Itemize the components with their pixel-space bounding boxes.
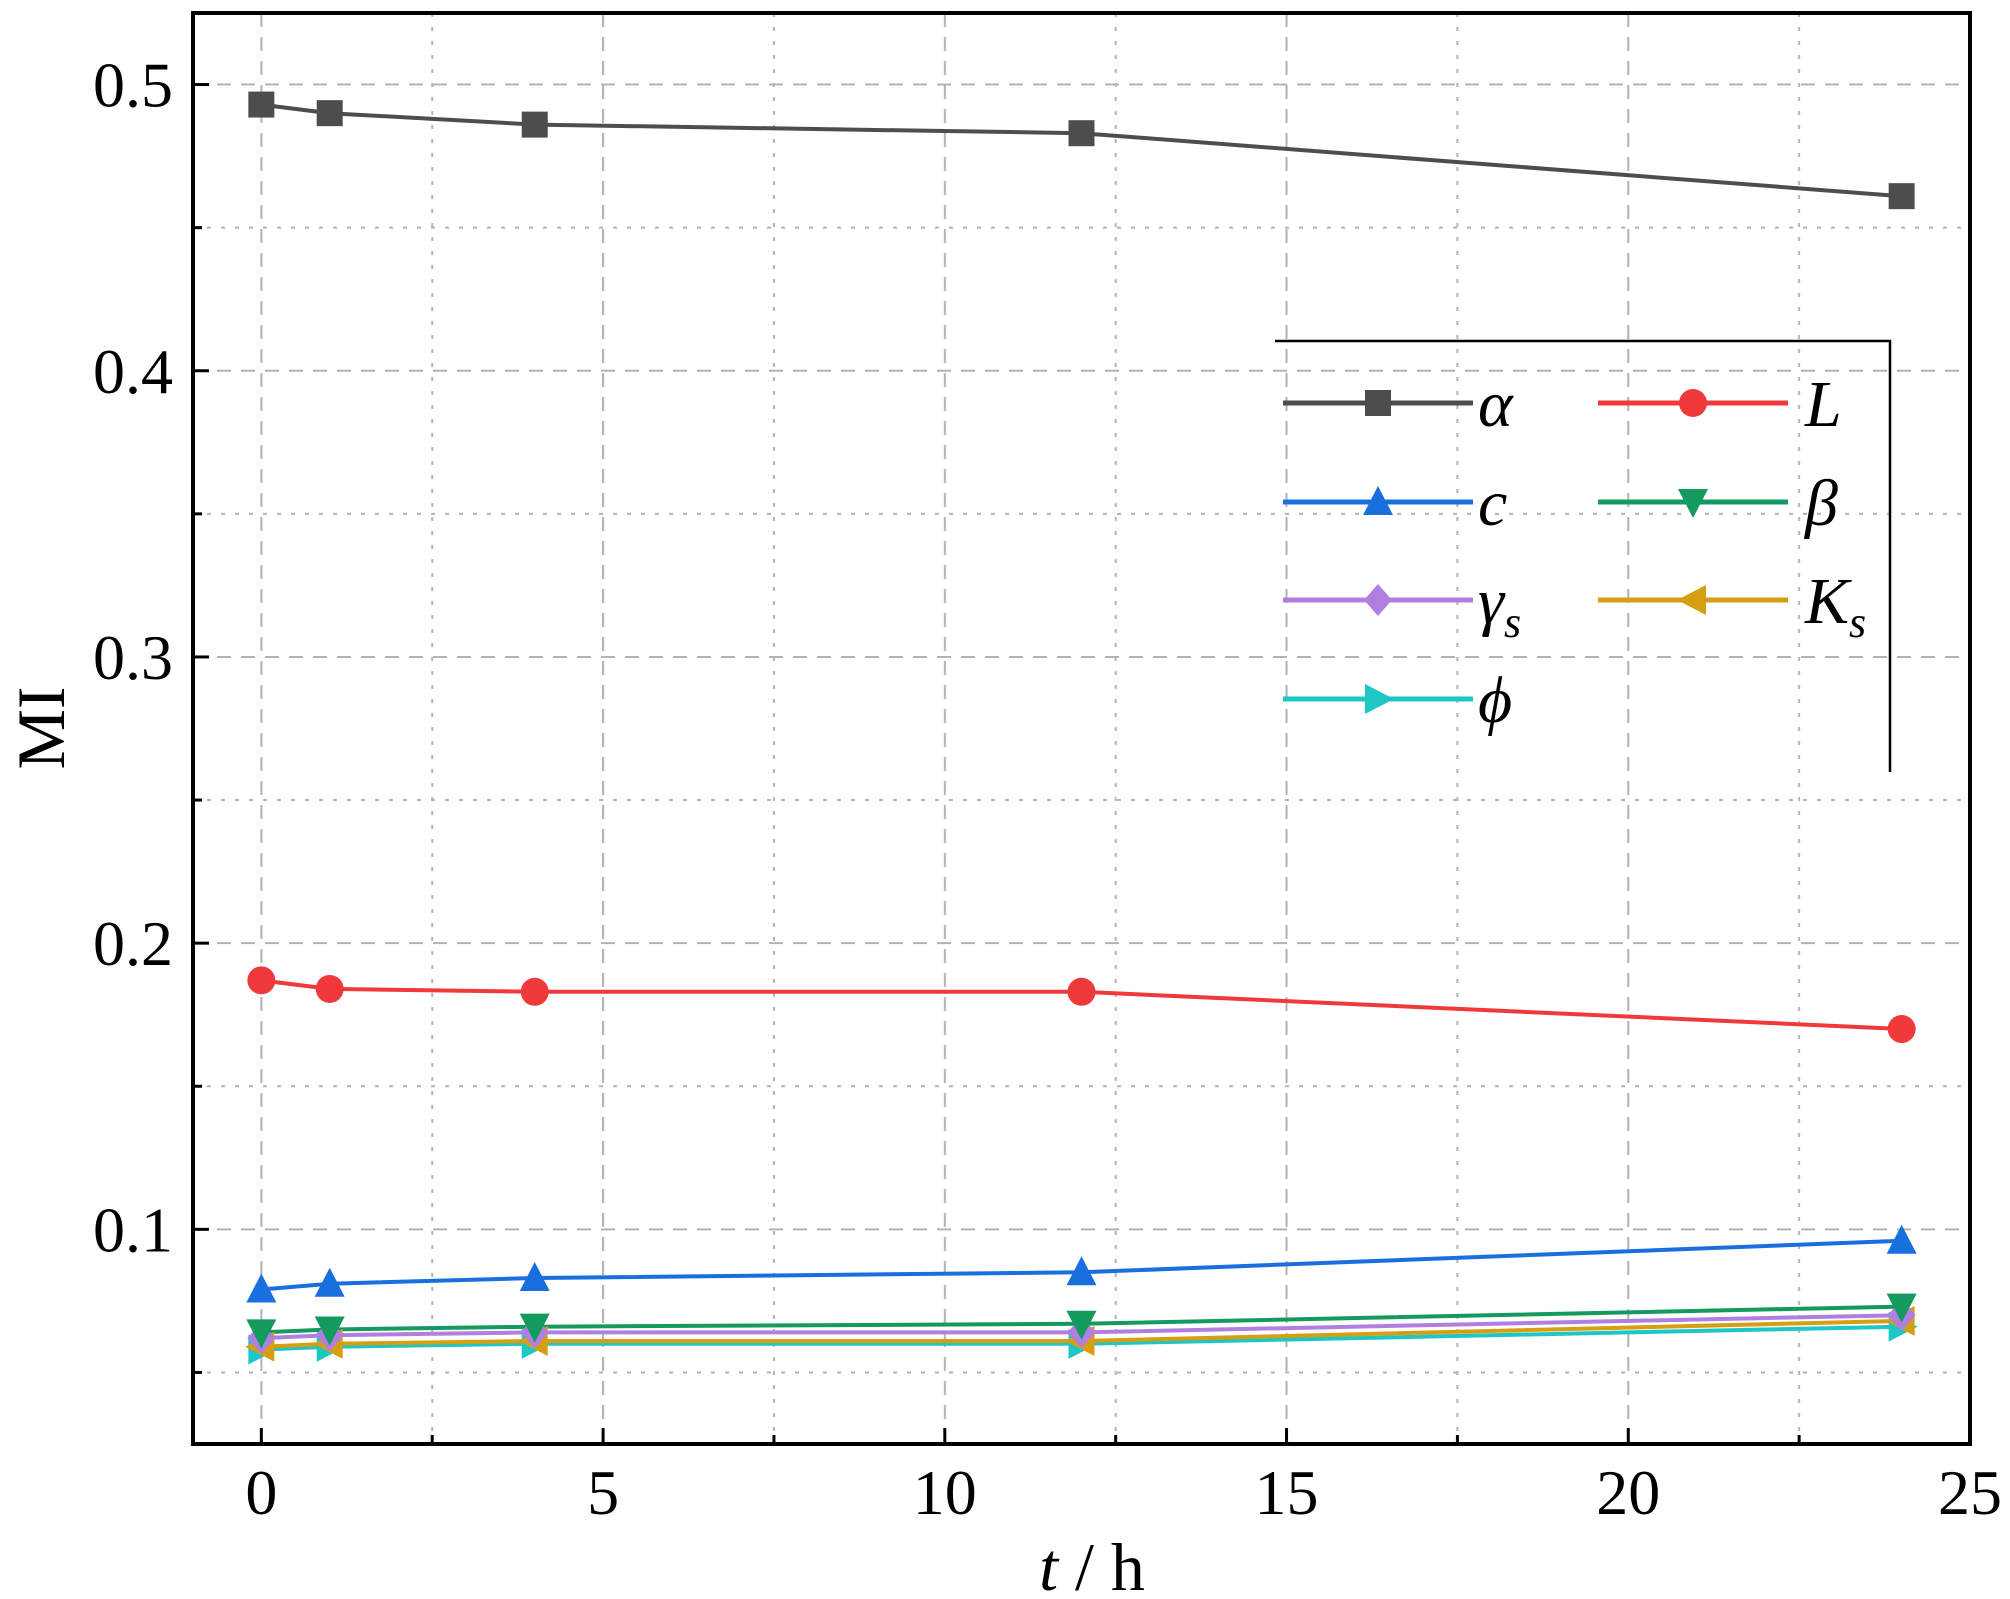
data-point-1 xyxy=(1069,120,1095,146)
series-line-1 xyxy=(261,105,1901,197)
series-lines xyxy=(261,105,1901,1350)
series-markers xyxy=(245,92,1917,1365)
x-tick-label: 20 xyxy=(1596,1457,1660,1528)
y-axis-title: MI xyxy=(3,686,79,769)
x-axis-title-rest: / h xyxy=(1058,1529,1145,1599)
legend-label: β xyxy=(1803,467,1838,540)
legend-marker xyxy=(1364,584,1392,616)
x-axis-title-italic: t xyxy=(1039,1529,1060,1599)
x-tick-label: 15 xyxy=(1255,1457,1319,1528)
legend-marker xyxy=(1677,585,1706,615)
legend: α Lc β γs Ks ϕ xyxy=(1275,341,1890,772)
data-point-1 xyxy=(317,100,343,126)
x-axis-title: t / h xyxy=(1039,1529,1145,1599)
legend-label: α xyxy=(1478,368,1514,441)
x-tick-label: 0 xyxy=(245,1457,277,1528)
y-tick-label: 0.4 xyxy=(93,336,173,407)
data-point-2 xyxy=(316,975,344,1003)
legend-label: γs xyxy=(1478,565,1521,647)
x-tick-label: 25 xyxy=(1938,1457,2002,1528)
y-tick-label: 0.5 xyxy=(93,50,173,121)
data-point-2 xyxy=(1888,1015,1916,1043)
data-point-1 xyxy=(1889,183,1915,209)
grid-lines xyxy=(193,13,1970,1444)
x-tick-label: 5 xyxy=(587,1457,619,1528)
legend-label: Ks xyxy=(1804,565,1866,647)
y-tick-label: 0.3 xyxy=(93,622,173,693)
legend-marker xyxy=(1365,390,1391,416)
legend-label: ϕ xyxy=(1478,664,1512,737)
x-tick-label: 10 xyxy=(913,1457,977,1528)
data-point-1 xyxy=(522,112,548,138)
y-tick-label: 0.2 xyxy=(93,908,173,979)
legend-marker xyxy=(1679,389,1707,417)
data-point-2 xyxy=(247,966,275,994)
mi-line-chart: 0 5 10 15 20 25 0.1 0.2 0.3 0.4 0.5 MI t / h α Lc β… xyxy=(0,0,2010,1599)
y-tick-label: 0.1 xyxy=(93,1194,173,1265)
legend-label: L xyxy=(1804,368,1842,441)
legend-marker xyxy=(1365,684,1394,714)
data-point-1 xyxy=(248,92,274,118)
legend-label: c xyxy=(1478,467,1507,540)
data-point-2 xyxy=(1068,978,1096,1006)
data-point-2 xyxy=(521,978,549,1006)
